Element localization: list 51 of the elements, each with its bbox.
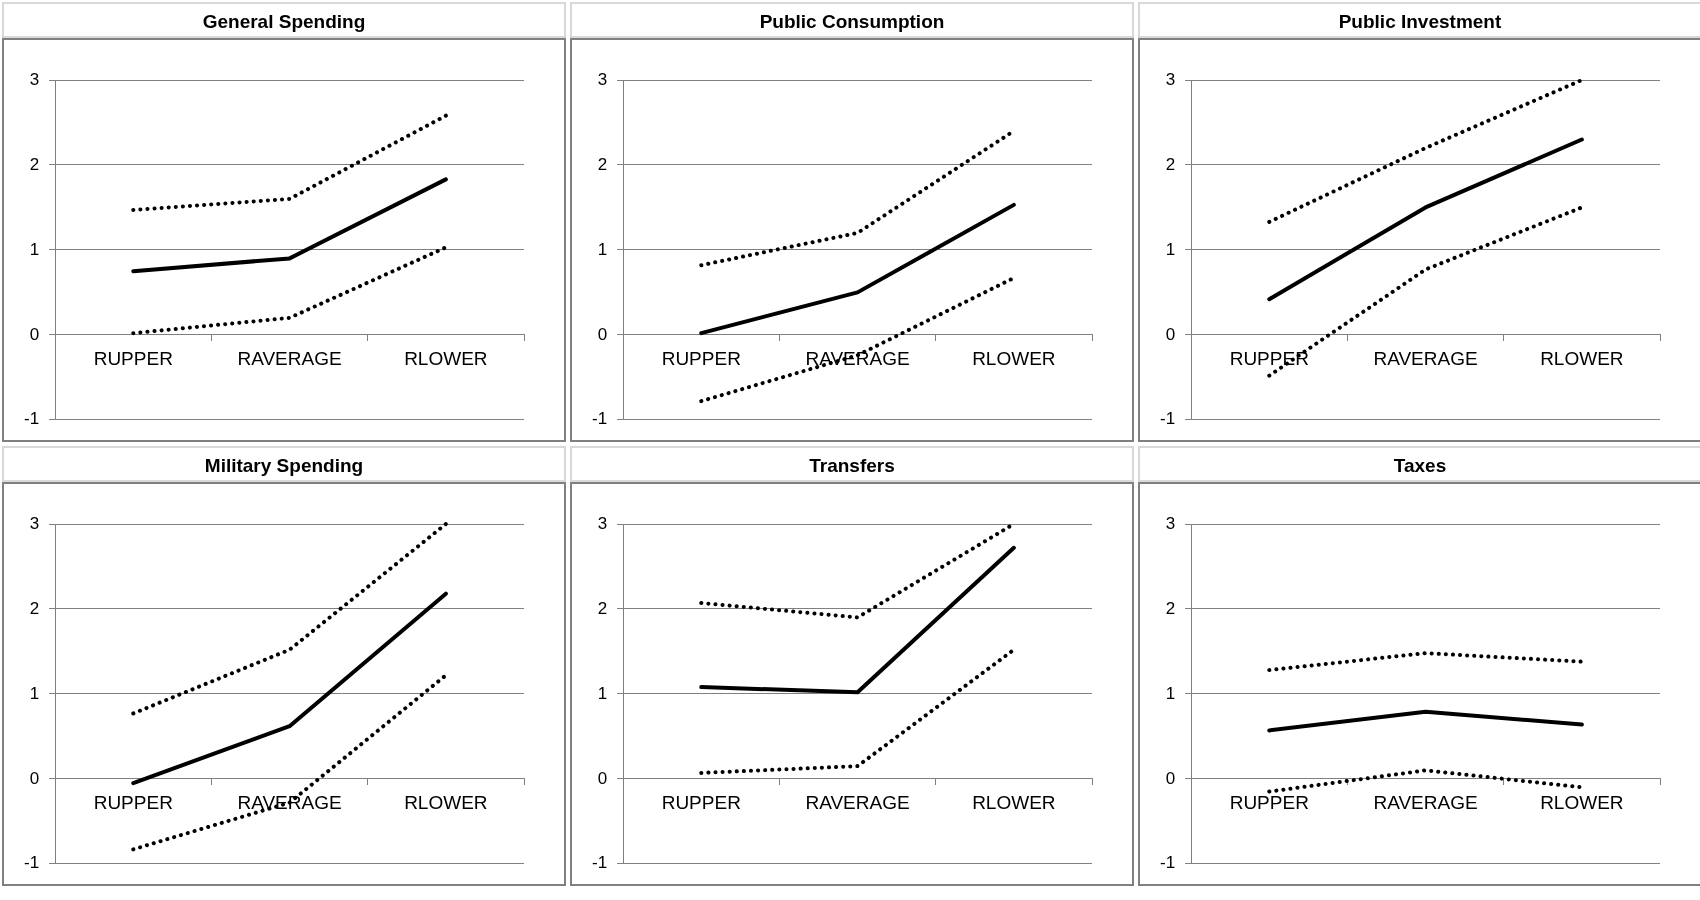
y-tick-label: -1: [1159, 409, 1176, 429]
chart-title: Public Consumption: [570, 2, 1134, 38]
y-tick-label: 0: [29, 324, 40, 344]
y-tick-label: -1: [591, 409, 608, 429]
x-tick-label: RUPPER: [93, 792, 173, 814]
y-tick-label: 3: [29, 513, 40, 533]
chart-title: Public Investment: [1138, 2, 1700, 38]
y-tick-label: 0: [597, 324, 608, 344]
y-tick-label: 2: [29, 154, 40, 174]
chart-title: Military Spending: [2, 446, 566, 482]
y-tick-label: 1: [1165, 683, 1176, 703]
x-tick-label: RAVERAGE: [805, 792, 910, 814]
y-tick-label: 3: [597, 513, 608, 533]
y-tick-label: 1: [597, 239, 608, 259]
y-tick-label: 2: [29, 598, 40, 618]
x-tick-label: RLOWER: [404, 792, 488, 814]
y-tick-label: 2: [1165, 154, 1176, 174]
y-tick-label: 1: [1165, 239, 1176, 259]
y-tick-label: 0: [1165, 324, 1176, 344]
y-tick-label: -1: [1159, 853, 1176, 873]
y-tick-label: 3: [1165, 513, 1176, 533]
chart-title: Taxes: [1138, 446, 1700, 482]
y-tick-label: 1: [597, 683, 608, 703]
y-tick-label: 2: [1165, 598, 1176, 618]
x-tick-label: RAVERAGE: [237, 348, 342, 370]
y-tick-label: 2: [597, 154, 608, 174]
x-tick-label: RAVERAGE: [1373, 792, 1478, 814]
x-tick-label: RLOWER: [972, 348, 1056, 370]
y-tick-label: 3: [1165, 69, 1176, 89]
y-tick-label: 0: [1165, 768, 1176, 788]
x-tick-label: RLOWER: [404, 348, 488, 370]
x-tick-label: RUPPER: [661, 792, 741, 814]
x-tick-label: RUPPER: [93, 348, 173, 370]
chart-title: General Spending: [2, 2, 566, 38]
y-tick-label: 3: [597, 69, 608, 89]
y-tick-label: 3: [29, 69, 40, 89]
y-tick-label: -1: [23, 853, 40, 873]
x-tick-label: RAVERAGE: [1373, 348, 1478, 370]
y-tick-label: -1: [591, 853, 608, 873]
x-tick-label: RLOWER: [972, 792, 1056, 814]
y-tick-label: -1: [23, 409, 40, 429]
x-tick-label: RUPPER: [1229, 792, 1309, 814]
chart-title: Transfers: [570, 446, 1134, 482]
y-tick-label: 0: [29, 768, 40, 788]
x-tick-label: RUPPER: [661, 348, 741, 370]
y-tick-label: 2: [597, 598, 608, 618]
y-tick-label: 1: [29, 683, 40, 703]
y-tick-label: 0: [597, 768, 608, 788]
y-tick-label: 1: [29, 239, 40, 259]
x-tick-label: RLOWER: [1540, 348, 1624, 370]
x-tick-label: RLOWER: [1540, 792, 1624, 814]
